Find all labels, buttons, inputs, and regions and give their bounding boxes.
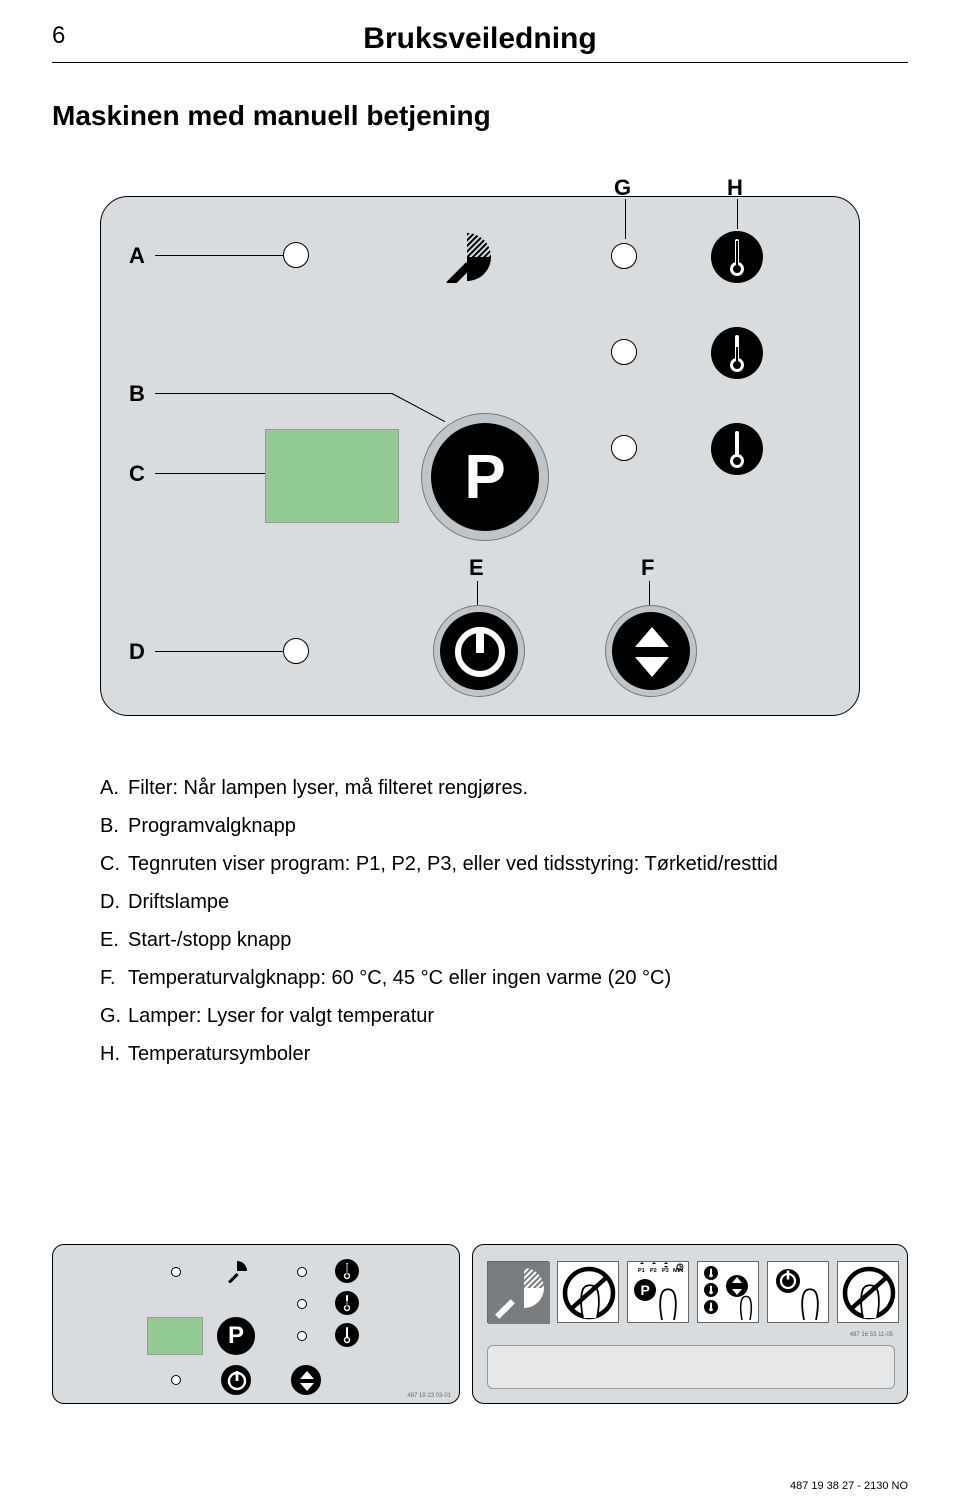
legend-d: Driftslampe [128,891,229,913]
title-rule [52,62,908,63]
legend-a: Filter: Når lampen lyser, må filteret re… [128,777,528,799]
leader-f [649,581,650,605]
leader-h [737,199,738,229]
label-g: G [614,175,631,201]
label-f: F [641,555,654,581]
leader-a [155,255,285,256]
legend-key-c: C. [100,846,128,882]
mini-p-letter: P [218,1322,254,1350]
leader-b2 [392,393,445,422]
label-d: D [129,639,145,665]
legend-list: A.Filter: Når lampen lyser, må filteret … [100,770,778,1074]
label-h: H [727,175,743,201]
program-select-button[interactable]: P [431,423,539,531]
thermometer-low-icon [711,423,763,475]
thermometer-high-icon [711,231,763,283]
led-temp-low [611,435,637,461]
leader-d [155,651,285,652]
svg-text:P3: P3 [662,1268,669,1274]
mini-p-button[interactable]: P [217,1317,255,1355]
footer-code: 487 19 38 27 - 2130 NO [790,1480,908,1492]
legend-key-h: H. [100,1036,128,1072]
legend-c: Tegnruten viser program: P1, P2, P3, ell… [128,853,778,875]
mini-led-1 [171,1267,181,1277]
label-c: C [129,461,145,487]
mini-temp-button[interactable] [291,1365,321,1395]
legend-b: Programvalgknapp [128,815,296,837]
temperature-select-button[interactable] [612,612,690,690]
mini-led-d [171,1375,181,1385]
leader-e [477,581,478,605]
svg-text:P2: P2 [650,1268,657,1274]
legend-key-e: E. [100,922,128,958]
label-e: E [469,555,484,581]
leader-b1 [155,393,393,394]
thermometer-mid-icon [711,327,763,379]
label-b: B [129,381,145,407]
mini-led-g3 [297,1331,307,1341]
mini-therm-2 [335,1291,359,1315]
svg-text:P: P [641,1282,650,1298]
legend-h: Temperatursymboler [128,1043,310,1065]
mini-start-button[interactable] [221,1365,251,1395]
pictogram-no-touch-1 [557,1261,619,1323]
legend-e: Start-/stopp knapp [128,929,291,951]
instruction-strip: P1P2P3MINP 487 16 53 11-05 [472,1244,908,1404]
legend-key-f: F. [100,960,128,996]
mini-code-left: 487 19 23 03-01 [407,1393,451,1399]
pictogram-start [767,1261,829,1323]
mini-led-g1 [297,1267,307,1277]
legend-g: Lamper: Lyser for valgt temperatur [128,1005,434,1027]
pictogram-temp-select [697,1261,759,1323]
page-title: Bruksveiledning [0,22,960,56]
mini-panel: P 487 19 23 03-01 [52,1244,460,1404]
display-screen [265,429,399,523]
legend-key-b: B. [100,808,128,844]
pictogram-no-touch-2 [837,1261,899,1323]
led-a [283,242,309,268]
mini-display [147,1317,203,1355]
leader-g [625,199,626,239]
p-letter: P [432,442,538,513]
pictogram-filter [487,1261,549,1323]
page-subtitle: Maskinen med manuell betjening [52,100,491,132]
mini-led-g2 [297,1299,307,1309]
filter-icon [441,231,493,283]
led-temp-mid [611,339,637,365]
mini-code-right: 487 16 53 11-05 [850,1332,893,1338]
pictogram-select-p: P1P2P3MINP [627,1261,689,1323]
pictogram-blank-strip [487,1345,895,1389]
led-d [283,638,309,664]
start-stop-button[interactable] [440,612,518,690]
leader-c [155,473,265,474]
legend-f: Temperaturvalgknapp: 60 °C, 45 °C eller … [128,967,671,989]
svg-text:P1: P1 [638,1268,645,1274]
mini-therm-1 [335,1259,359,1283]
mini-therm-3 [335,1323,359,1347]
legend-key-a: A. [100,770,128,806]
legend-key-d: D. [100,884,128,920]
control-panel: A G H [100,196,860,716]
legend-key-g: G. [100,998,128,1034]
mini-filter-icon [225,1259,249,1283]
label-a: A [129,243,145,269]
led-temp-high [611,243,637,269]
